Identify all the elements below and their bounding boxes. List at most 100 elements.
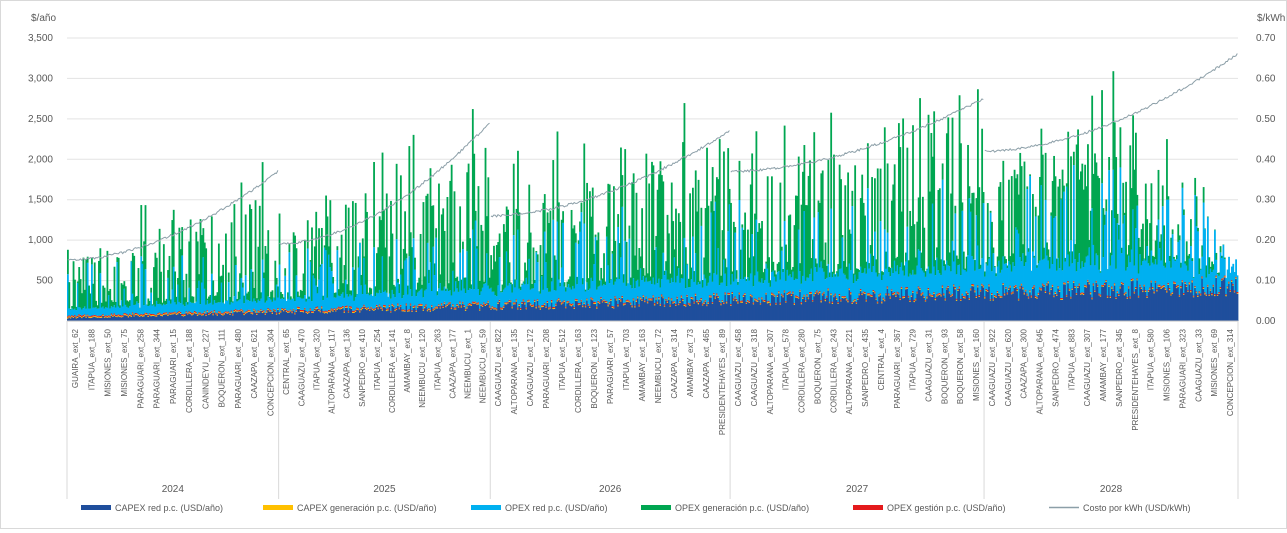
- bar-opex-gen: [1215, 253, 1217, 260]
- bar-opex-gen: [138, 268, 140, 303]
- bar-opex-gen: [67, 250, 69, 274]
- category-label: PARAGUARI_ext_367: [893, 328, 902, 408]
- bar-opex-gen: [1196, 196, 1198, 226]
- bar-opex-gen: [597, 232, 599, 286]
- bar-capex-red: [1237, 294, 1239, 321]
- bar-opex-gen: [768, 257, 770, 283]
- legend-swatch: [641, 505, 671, 510]
- bar-opex-gen: [315, 212, 317, 286]
- bar-opex-gen: [880, 169, 882, 221]
- bar-opex-gen: [614, 241, 616, 282]
- left-tick-label: 1,500: [28, 195, 53, 206]
- category-label: CORDILLERA_ext_243: [829, 328, 838, 413]
- category-label: SANPEDRO_ext_435: [861, 328, 870, 406]
- bar-opex-gen: [1073, 152, 1075, 165]
- bar-opex-gen: [255, 200, 257, 301]
- bar-opex-gen: [160, 272, 162, 305]
- bar-opex-gen: [583, 144, 585, 224]
- category-label: AMAMBAY_ext_8: [403, 328, 412, 392]
- bar-opex-gen: [1063, 186, 1065, 192]
- bar-opex-gen: [537, 254, 539, 262]
- bar-opex-gen: [435, 228, 437, 238]
- bar-opex-gen: [1220, 246, 1222, 252]
- bar-opex-gen: [830, 113, 832, 209]
- category-label: BOQUERON_ext_58: [956, 328, 965, 404]
- bar-opex-gen: [887, 163, 889, 232]
- left-tick-label: 2,500: [28, 114, 53, 125]
- right-tick-label: 0.00: [1256, 316, 1276, 327]
- bar-opex-gen: [469, 238, 471, 288]
- category-label: CAAGUAZU_ext_307: [1083, 328, 1092, 406]
- bar-opex-gen: [284, 268, 286, 276]
- legend-label: CAPEX generación p.c. (USD/año): [297, 503, 437, 513]
- bar-opex-gen: [586, 183, 588, 282]
- bar-opex-gen: [1146, 219, 1148, 246]
- bar-opex-gen: [1214, 230, 1216, 231]
- bar-opex-gen: [1179, 235, 1181, 240]
- bar-opex-gen: [163, 244, 165, 304]
- bar-opex-gen: [478, 186, 480, 289]
- bar-opex-gen: [954, 206, 956, 214]
- category-label: CENTRAL_ext_65: [282, 328, 291, 394]
- bar-opex-gen: [877, 168, 879, 276]
- bar-opex-gen: [245, 214, 247, 275]
- category-label: CORDILLERA_ext_188: [185, 328, 194, 413]
- bar-opex-gen: [242, 283, 244, 288]
- category-label: NEEMBUCU_ext_120: [418, 328, 427, 407]
- bar-opex-gen: [114, 267, 116, 305]
- bar-opex-gen: [648, 183, 650, 281]
- bar-opex-gen: [595, 235, 597, 237]
- category-label: MISIONES_ext_106: [1163, 328, 1172, 401]
- bar-opex-gen: [1191, 258, 1193, 261]
- bar-opex-red: [1237, 275, 1239, 292]
- bar-opex-gen: [662, 181, 664, 252]
- category-label: CONCEPCION_ext_314: [1226, 328, 1235, 416]
- bar-opex-gen: [1172, 229, 1174, 234]
- bar-opex-gen: [307, 220, 309, 248]
- category-label: SANPEDRO_ext_474: [1052, 328, 1061, 406]
- bar-opex-gen: [947, 117, 949, 265]
- category-label: CAAGUAZU_ext_31: [925, 328, 934, 401]
- category-label: ITAPUA_ext_320: [312, 328, 321, 390]
- bar-opex-gen: [1167, 196, 1169, 199]
- category-label: NEEMBUCU_ext_72: [654, 328, 663, 403]
- bar-opex-gen: [751, 153, 753, 234]
- bar-opex-gen: [564, 282, 566, 286]
- bar-opex-gen: [798, 157, 800, 230]
- bar-opex-gen: [475, 211, 477, 221]
- category-label: MISIONES_ext_69: [1210, 328, 1219, 396]
- bar-opex-gen: [366, 212, 368, 294]
- bar-opex-gen: [894, 164, 896, 260]
- bar-opex-gen: [809, 160, 811, 274]
- left-tick-label: 1,000: [28, 235, 53, 246]
- bar-opex-gen: [617, 214, 619, 227]
- bar-opex-gen: [784, 126, 786, 221]
- category-label: ALTOPARANA_ext_117: [328, 328, 337, 413]
- bar-opex-gen: [190, 219, 192, 301]
- right-tick-label: 0.30: [1256, 195, 1276, 206]
- bar-opex-gen: [1207, 217, 1209, 218]
- bar-opex-gen: [827, 160, 829, 264]
- bar-opex-gen: [1002, 161, 1004, 257]
- year-label: 2025: [373, 484, 396, 495]
- bar-opex-gen: [933, 111, 935, 266]
- year-label: 2024: [162, 484, 185, 495]
- category-label: PARAGUARI_ext_323: [1178, 328, 1187, 408]
- category-label: BOQUERON_ext_93: [940, 328, 949, 404]
- bar-opex-gen: [332, 277, 334, 283]
- category-label: AMAMBAY_ext_163: [638, 328, 647, 401]
- bar-opex-gen: [296, 248, 298, 275]
- category-label: PARAGUARI_ext_258: [136, 328, 145, 408]
- bar-opex-gen: [173, 210, 175, 267]
- bar-opex-gen: [761, 221, 763, 278]
- bar-opex-gen: [329, 200, 331, 267]
- bar-opex-gen: [438, 184, 440, 289]
- bar-opex-gen: [1117, 214, 1119, 223]
- bar-opex-gen: [225, 234, 227, 301]
- bar-opex-gen: [1029, 174, 1031, 176]
- bar-opex-gen: [645, 154, 647, 278]
- bar-opex-gen: [420, 234, 422, 290]
- left-tick-label: 3,000: [28, 73, 53, 84]
- bar-opex-gen: [289, 244, 291, 252]
